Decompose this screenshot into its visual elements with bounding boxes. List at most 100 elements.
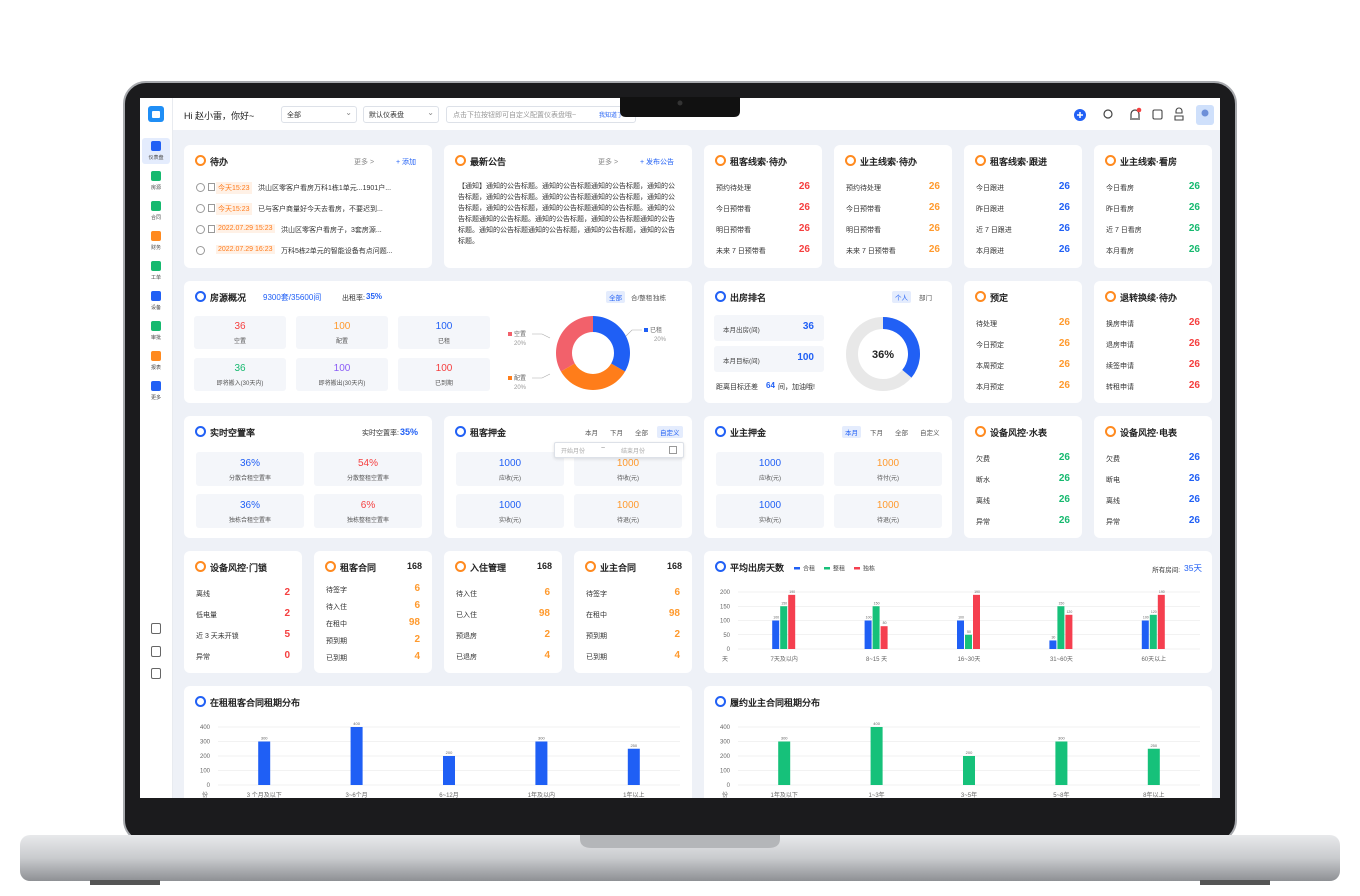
bar-value-label: 150 [1058, 601, 1064, 605]
radio[interactable] [196, 183, 205, 192]
card: 房源概况 9300套/35600间 出租率: 35% 全部 合/整租 独栋 36 空置 100 配置… [184, 281, 692, 403]
tab[interactable]: 部门 [919, 295, 932, 302]
pie-value-label: 20% [654, 337, 667, 343]
rate: 35% [400, 427, 419, 437]
row-label: 转租申请 [1106, 384, 1134, 391]
row-label: 待入住 [456, 591, 477, 598]
bar-value-label: 300 [1058, 736, 1065, 741]
stat-box: 36 空置 [194, 316, 286, 349]
todo-text: 已与客户商量好今天去看房，不要迟到... [258, 206, 383, 213]
row-label: 本月跟进 [976, 248, 1004, 255]
row-value: 26 [1058, 338, 1070, 349]
stat-label: 待退(元) [877, 518, 899, 524]
y-tick-label: 300 [200, 740, 211, 746]
sidebar-item[interactable]: 财务 [142, 228, 170, 254]
tab[interactable]: 个人 [892, 291, 911, 303]
radio[interactable] [196, 246, 205, 255]
bar [973, 594, 980, 649]
search-box[interactable]: 点击下拉按钮即可自定义配置仪表盘哦~ 我知道了 [446, 106, 636, 123]
add-link[interactable]: + 添加 [396, 159, 417, 166]
row-label: 未来 7 日预带看 [846, 248, 896, 255]
y-tick-label: 50 [723, 633, 730, 639]
sidebar-item[interactable]: 房源 [142, 168, 170, 194]
stat-value: 36 [234, 363, 246, 374]
legend-swatch [644, 328, 648, 332]
tab[interactable]: 独栋 [653, 295, 666, 302]
sidebar-item[interactable]: 设备 [142, 288, 170, 314]
sidebar-tool[interactable] [151, 668, 161, 679]
tab[interactable]: 下月 [870, 430, 883, 437]
date-range[interactable]: 开始月份 ~ 结束月份 [554, 442, 684, 458]
tab[interactable]: 本月 [585, 430, 598, 437]
row-value: 26 [1188, 338, 1200, 349]
sidebar-item[interactable]: 工单 [142, 258, 170, 284]
more-link[interactable]: 更多 > [354, 159, 375, 166]
stat-label: 本月出房(间) [723, 327, 760, 334]
x-tick-label: 3 个月及以下 [247, 792, 282, 798]
row-value: 26 [798, 244, 810, 255]
user-icon[interactable] [1174, 107, 1184, 121]
more-link[interactable]: 更多 > [598, 159, 619, 166]
legend-label: 整租 [833, 565, 845, 573]
row-label: 近 3 天未开锁 [196, 633, 239, 640]
stat-box: 本月出房(间) 36 [714, 315, 824, 341]
tab[interactable]: 下月 [610, 430, 623, 437]
stat-label: 独栋合租空置率 [228, 518, 271, 524]
card-icon [195, 426, 206, 437]
card-icon [1105, 155, 1116, 166]
stat-label: 配置 [335, 339, 348, 345]
time-tag: 今天15:23 [216, 182, 252, 194]
radio[interactable] [196, 204, 205, 213]
stat-value: 6% [360, 500, 376, 511]
sidebar-tool[interactable] [151, 623, 161, 634]
row-label: 预到期 [586, 633, 607, 640]
camera-notch [620, 97, 740, 117]
row-value: 26 [928, 223, 940, 234]
row-label: 已退房 [456, 654, 477, 661]
card-icon [455, 561, 466, 572]
ai-icon[interactable] [1152, 109, 1163, 120]
bar-value-label: 400 [873, 721, 880, 726]
sidebar-icon [151, 321, 161, 331]
stat-value: 100 [435, 363, 453, 374]
card: 业主线索·待办 预约待处理 26 今日预带看 26 明日预带看 26 未来 7 日预带看 26 [834, 145, 952, 268]
publish-link[interactable]: + 发布公告 [640, 159, 675, 166]
bar [1147, 748, 1160, 785]
x-tick-label: 5~8年 [1053, 791, 1069, 798]
pie-slice [593, 316, 630, 372]
todo-text: 洪山区零客户看房子，3套房源... [281, 227, 382, 234]
card: 入住管理 168 待入住 6 已入住 98 预退房 2 已退房 4 [444, 551, 562, 673]
bar [1057, 606, 1065, 649]
sidebar-tool[interactable] [151, 646, 161, 657]
select[interactable]: 默认仪表盘 ⌄ [363, 106, 439, 123]
bell-icon[interactable] [1130, 109, 1140, 120]
tab[interactable]: 本月 [842, 426, 861, 438]
row-value: 6 [544, 587, 550, 598]
tab[interactable]: 合/整租 [631, 295, 653, 302]
stat-label: 待退(元) [617, 518, 639, 524]
sidebar-item[interactable]: 报表 [142, 348, 170, 374]
row-value: 4 [414, 651, 420, 662]
card-title: 租客押金 [470, 428, 507, 438]
select[interactable]: 全部 ⌄ [281, 106, 357, 123]
row-value: 26 [1058, 494, 1070, 505]
tab[interactable]: 自定义 [657, 426, 683, 438]
radio[interactable] [196, 225, 205, 234]
sidebar-icon [151, 231, 161, 241]
pie-label: 空置 [514, 330, 526, 338]
stat-label: 实收(元) [759, 518, 781, 524]
sidebar-item[interactable]: 审批 [142, 318, 170, 344]
tab[interactable]: 自定义 [920, 430, 940, 437]
tab[interactable]: 全部 [606, 291, 625, 303]
x-tick-label: 8~15 天 [866, 656, 887, 663]
sidebar-item[interactable]: 更多 [142, 378, 170, 404]
sidebar-item[interactable]: 仪表盘 [142, 138, 170, 164]
ring-progress [882, 317, 920, 378]
tab[interactable]: 全部 [895, 430, 908, 437]
search-icon[interactable] [1103, 109, 1113, 119]
legend-swatch [508, 332, 512, 336]
sidebar-item[interactable]: 合同 [142, 198, 170, 224]
tab[interactable]: 全部 [635, 430, 648, 437]
search-link[interactable]: 我知道了 [599, 113, 624, 119]
footer-value: 64 [766, 381, 775, 390]
